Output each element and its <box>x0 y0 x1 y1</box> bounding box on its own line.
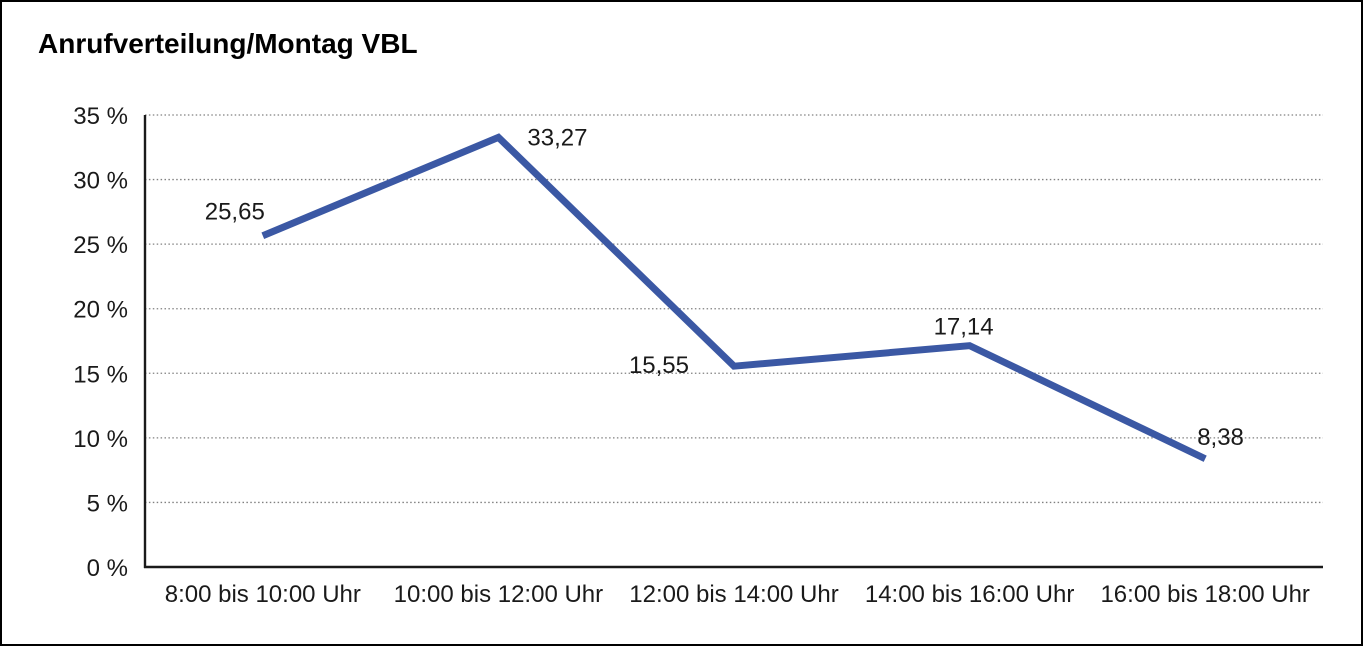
x-tick-label: 12:00 bis 14:00 Uhr <box>629 581 838 608</box>
data-label: 15,55 <box>629 352 689 379</box>
y-tick-label: 25 % <box>73 232 128 259</box>
data-label: 25,65 <box>205 199 265 226</box>
x-tick-label: 16:00 bis 18:00 Uhr <box>1100 581 1309 608</box>
y-tick-label: 5 % <box>87 490 128 517</box>
y-tick-label: 15 % <box>73 361 128 388</box>
data-line <box>261 133 1207 462</box>
y-tick-label: 35 % <box>73 103 128 130</box>
data-label: 33,27 <box>527 124 587 151</box>
y-tick-label: 10 % <box>73 426 128 453</box>
data-label: 8,38 <box>1197 424 1244 451</box>
x-tick-label: 8:00 bis 10:00 Uhr <box>165 581 361 608</box>
x-tick-label: 10:00 bis 12:00 Uhr <box>394 581 603 608</box>
y-tick-label: 20 % <box>73 297 128 324</box>
data-label: 17,14 <box>934 314 994 341</box>
x-tick-label: 14:00 bis 16:00 Uhr <box>865 581 1074 608</box>
y-tick-label: 30 % <box>73 168 128 195</box>
y-tick-label: 0 % <box>87 555 128 582</box>
chart-title: Anrufverteilung/Montag VBL <box>38 28 418 59</box>
